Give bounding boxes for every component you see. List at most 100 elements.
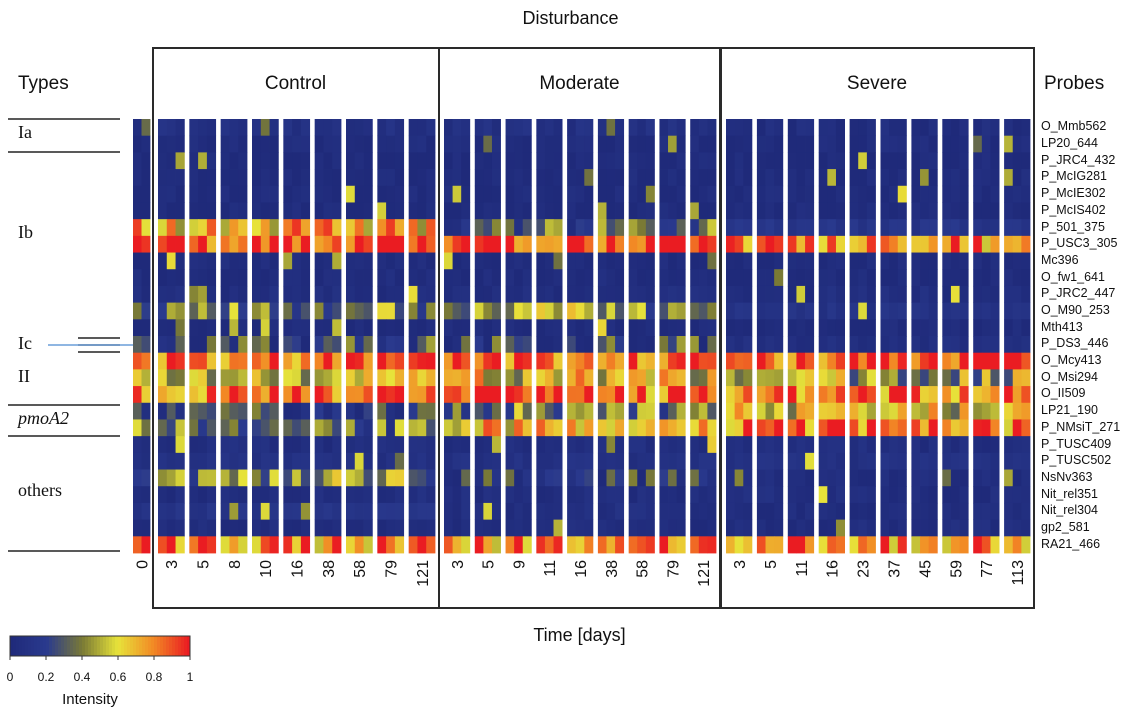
heatmap-cell [575,135,585,153]
heatmap-cell [796,536,806,554]
heatmap-cell [668,469,678,487]
heatmap-cell [505,436,515,454]
heatmap-cell [514,352,524,370]
heatmap-cell [461,452,471,470]
heatmap-cell [141,536,151,554]
heatmap-cell [774,219,784,237]
heatmap-cell [774,419,784,437]
heatmap-cell [269,319,279,337]
heatmap-cell [628,352,638,370]
heatmap-cell [363,436,373,454]
heatmap-cell [796,252,806,270]
heatmap-cell [198,302,208,320]
heatmap-cell [615,419,625,437]
heatmap-cell [346,336,356,354]
heatmap-cell [981,119,991,137]
heatmap-cell [461,185,471,203]
heatmap-cell [981,336,991,354]
heatmap-cell [990,152,1000,170]
heatmap-cell [659,386,669,404]
probe-label: NsNv363 [1041,469,1093,484]
heatmap-cell [567,436,577,454]
heatmap-cell [323,119,333,137]
heatmap-cell [805,419,815,437]
heatmap-cell [981,135,991,153]
heatmap-cell [417,352,427,370]
heatmap-cell [765,169,775,187]
heatmap-cell [346,119,356,137]
heatmap-cell [920,235,930,253]
heatmap-cell [260,185,270,203]
heatmap-cell [452,436,462,454]
heatmap-cell [690,185,700,203]
heatmap-cell [283,486,293,504]
heatmap-cell [668,202,678,220]
heatmap-cell [514,135,524,153]
heatmap-cell [796,285,806,304]
heatmap-cell [734,452,744,470]
heatmap-cell [377,252,387,270]
heatmap-cell [553,369,563,387]
heatmap-cell [1021,119,1031,137]
heatmap-cell [483,252,493,270]
heatmap-cell [166,419,176,437]
heatmap-cell [981,469,991,487]
heatmap-cell [514,202,524,220]
heatmap-cell [323,369,333,387]
heatmap-cell [698,269,708,287]
heatmap-cell [659,469,669,487]
heatmap-cell [238,219,248,237]
heatmap-cell [866,219,876,237]
heatmap-cell [698,419,708,437]
heatmap-cell [461,302,471,320]
heatmap-cell [849,119,859,137]
heatmap-cell [1012,169,1022,187]
heatmap-cell [452,319,462,337]
heatmap-cell [796,336,806,354]
heatmap-cell [880,502,890,521]
heatmap-cell [707,436,717,454]
heatmap-cell [260,119,270,137]
heatmap-cell [628,452,638,470]
heatmap-cell [858,502,868,521]
heatmap-cell [386,386,396,404]
heatmap-cell [628,252,638,270]
heatmap-cell [765,419,775,437]
heatmap-cell [858,469,868,487]
heatmap-cell [175,469,185,487]
heatmap-cell [198,135,208,153]
heatmap-cell [818,352,828,370]
heatmap-cell [260,319,270,337]
heatmap-cell [615,269,625,287]
x-tick-label: 11 [542,560,559,577]
heatmap-cell [726,502,736,521]
heatmap-cell [346,352,356,370]
heatmap-cell [880,386,890,404]
heatmap-cell [1012,319,1022,337]
heatmap-cell [553,119,563,137]
heatmap-cell [668,486,678,504]
heatmap-cell [461,352,471,370]
heatmap-cell [668,319,678,337]
heatmap-cell [787,502,797,521]
heatmap-cell [668,369,678,387]
heatmap-cell [483,336,493,354]
heatmap-cell [567,252,577,270]
heatmap-cell [269,235,279,253]
heatmap-cell [1012,436,1022,454]
heatmap-cell [1021,336,1031,354]
heatmap-cell [474,402,484,420]
heatmap-cell [734,436,744,454]
heatmap-cell [796,386,806,404]
heatmap-cell [166,502,176,521]
heatmap-cell [928,336,938,354]
heatmap-cell [300,486,311,504]
heatmap-cell [332,269,342,287]
heatmap-cell [505,352,515,370]
heatmap-cell [866,486,876,504]
heatmap-cell [981,536,991,554]
heatmap-cell [377,419,387,437]
heatmap-cell [300,235,311,253]
heatmap-cell [394,202,405,220]
panel-label-severe: Severe [846,73,908,94]
